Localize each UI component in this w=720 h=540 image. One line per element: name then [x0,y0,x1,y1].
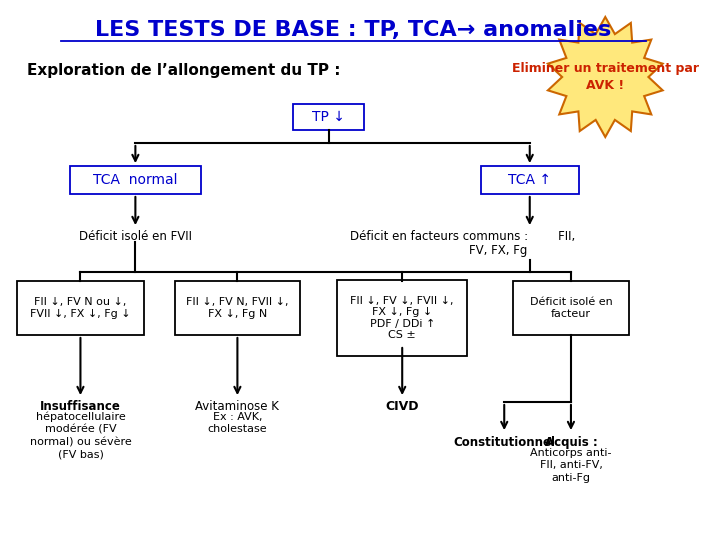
Text: LES TESTS DE BASE : TP, TCA→ anomalies: LES TESTS DE BASE : TP, TCA→ anomalies [95,20,611,40]
Text: Déficit isolé en
facteur: Déficit isolé en facteur [530,297,612,319]
Text: Avitaminose K: Avitaminose K [195,400,279,413]
FancyBboxPatch shape [175,281,300,335]
Text: TP ↓: TP ↓ [312,110,345,124]
Text: hépatocellulaire
modérée (FV
normal) ou sévère
(FV bas): hépatocellulaire modérée (FV normal) ou … [30,412,131,460]
FancyBboxPatch shape [513,281,629,335]
Text: CIVD: CIVD [385,400,419,413]
Text: Anticorps anti-
FII, anti-FV,
anti-Fg: Anticorps anti- FII, anti-FV, anti-Fg [530,448,612,483]
Text: Ex : AVK,
cholestase: Ex : AVK, cholestase [207,412,267,434]
Text: Déficit isolé en FVII: Déficit isolé en FVII [79,230,192,243]
Text: TCA ↑: TCA ↑ [508,173,552,187]
Text: Acquis :: Acquis : [544,436,598,449]
FancyBboxPatch shape [481,166,579,194]
FancyBboxPatch shape [293,104,364,130]
Text: Exploration de l’allongement du TP :: Exploration de l’allongement du TP : [27,63,341,78]
Text: FII ↓, FV ↓, FVII ↓,
FX ↓, Fg ↓
PDF / DDi ↑
CS ±: FII ↓, FV ↓, FVII ↓, FX ↓, Fg ↓ PDF / DD… [351,295,454,340]
Text: FII ↓, FV N, FVII ↓,
FX ↓, Fg N: FII ↓, FV N, FVII ↓, FX ↓, Fg N [186,297,289,319]
Text: TCA  normal: TCA normal [93,173,178,187]
Text: Constitutionnel: Constitutionnel [453,436,555,449]
FancyBboxPatch shape [17,281,144,335]
FancyBboxPatch shape [338,280,467,356]
Text: Déficit en facteurs communs :        FII,: Déficit en facteurs communs : FII, [351,230,576,243]
Polygon shape [548,17,662,137]
FancyBboxPatch shape [70,166,201,194]
Text: Eliminer un traitement par
AVK !: Eliminer un traitement par AVK ! [512,62,699,92]
Text: FII ↓, FV N ou ↓,
FVII ↓, FX ↓, Fg ↓: FII ↓, FV N ou ↓, FVII ↓, FX ↓, Fg ↓ [30,297,131,319]
Text: Insuffisance: Insuffisance [40,400,121,413]
Text: FV, FX, Fg: FV, FX, Fg [469,244,528,257]
